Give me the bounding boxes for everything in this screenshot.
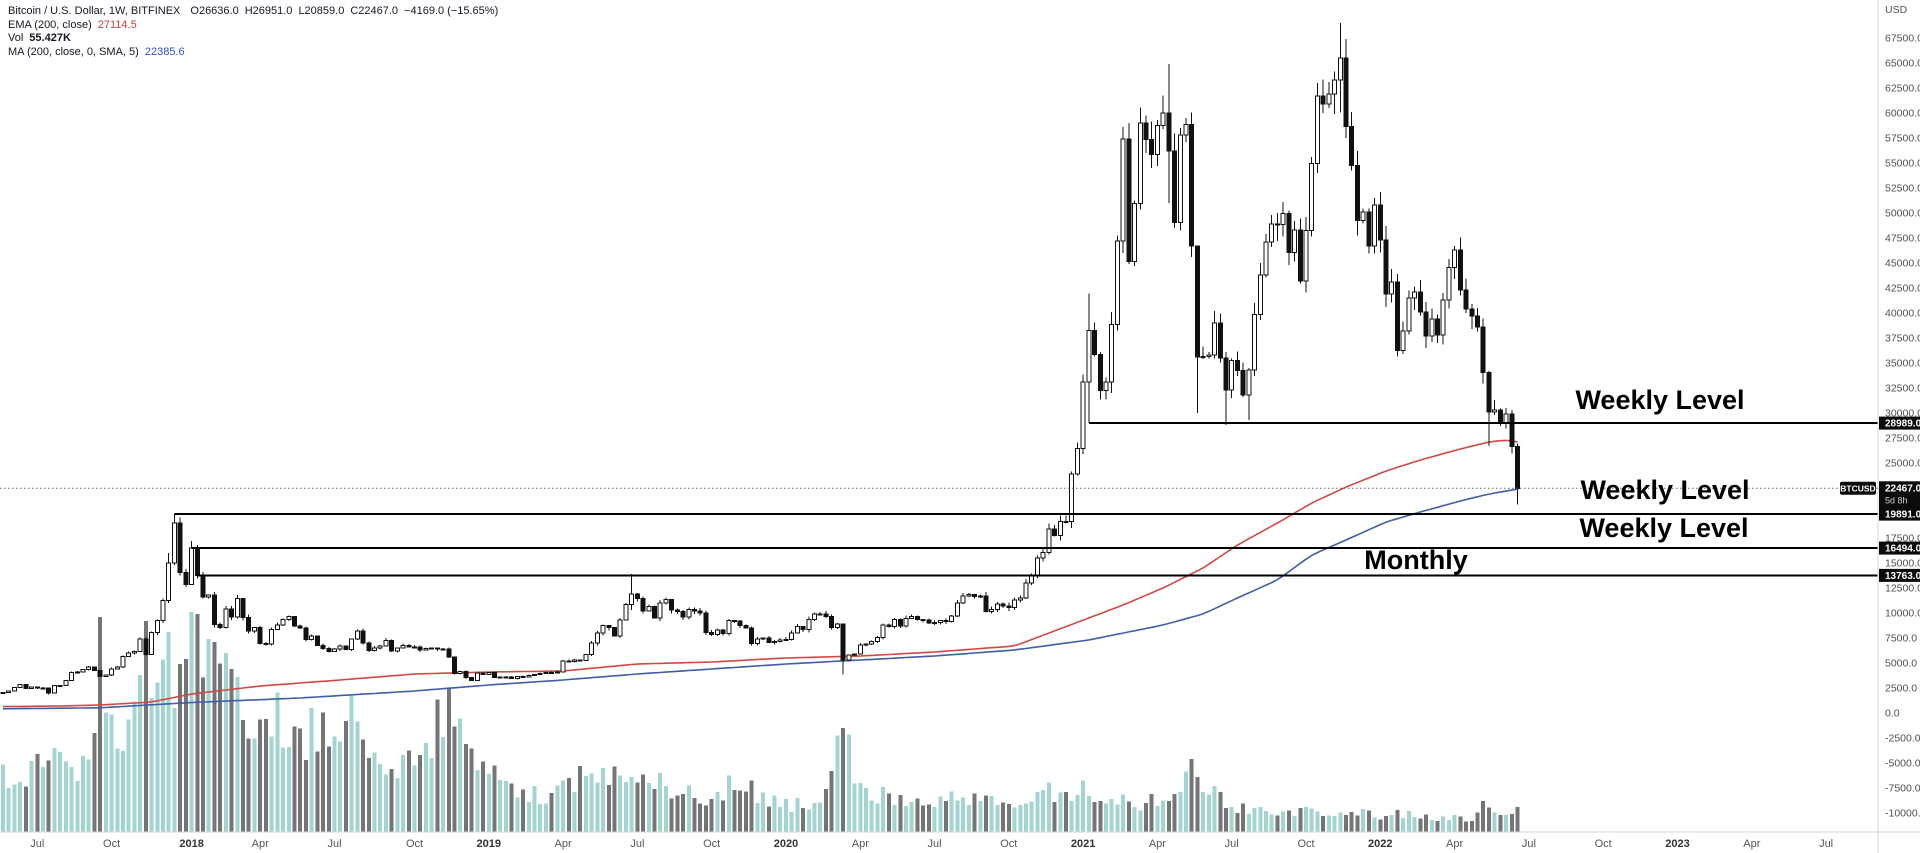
svg-text:0.0: 0.0 — [1885, 708, 1900, 720]
ma-label: MA (200, close, 0, SMA, 5) — [8, 45, 139, 58]
svg-text:-7500.0: -7500.0 — [1885, 783, 1920, 795]
svg-text:25000.0: 25000.0 — [1885, 458, 1920, 470]
svg-text:37500.0: 37500.0 — [1885, 333, 1920, 345]
svg-text:62500.0: 62500.0 — [1885, 83, 1920, 95]
low-value: L20859.0 — [298, 5, 345, 17]
svg-text:Oct: Oct — [1297, 838, 1314, 850]
svg-text:-10000.0: -10000.0 — [1885, 808, 1920, 820]
svg-text:27500.0: 27500.0 — [1885, 433, 1920, 445]
svg-text:-5000.0: -5000.0 — [1885, 758, 1920, 770]
svg-text:Jul: Jul — [927, 838, 941, 850]
svg-text:22467.0: 22467.0 — [1885, 483, 1920, 494]
legend: Bitcoin / U.S. Dollar, 1W, BITFINEX O2663… — [8, 5, 504, 59]
svg-text:-2500.0: -2500.0 — [1885, 733, 1920, 745]
ohlc-values: O26636.0 H26951.0 L20859.0 C22467.0 −4169.0 … — [190, 5, 504, 17]
level-annotation[interactable]: Weekly Level — [1580, 475, 1749, 505]
svg-text:Apr: Apr — [1743, 838, 1760, 850]
symbol-row[interactable]: Bitcoin / U.S. Dollar, 1W, BITFINEX O2663… — [8, 5, 504, 19]
ma-line[interactable] — [2, 488, 1518, 710]
bar-countdown: 5d 8h — [1885, 495, 1908, 505]
ema-label: EMA (200, close) — [8, 18, 92, 31]
svg-text:2019: 2019 — [477, 838, 501, 850]
svg-text:Jul: Jul — [1225, 838, 1239, 850]
svg-text:2023: 2023 — [1665, 838, 1689, 850]
svg-text:13763.0: 13763.0 — [1885, 571, 1920, 582]
svg-text:Jul: Jul — [30, 838, 44, 850]
change-value: −4169.0 (−15.65%) — [404, 5, 499, 17]
ma-indicator-row[interactable]: MA (200, close, 0, SMA, 5) 22385.6 — [8, 46, 504, 60]
svg-text:5000.0: 5000.0 — [1885, 658, 1917, 670]
svg-text:Jul: Jul — [630, 838, 644, 850]
svg-text:52500.0: 52500.0 — [1885, 183, 1920, 195]
svg-text:17500.0: 17500.0 — [1885, 533, 1920, 545]
svg-text:65000.0: 65000.0 — [1885, 58, 1920, 70]
volume-series — [1, 612, 1520, 832]
level-rays[interactable] — [174, 422, 1878, 577]
svg-text:42500.0: 42500.0 — [1885, 283, 1920, 295]
price-axis-tags: 28989.0 19891.0 16494.0 13763.0 22467.05d 8h… — [1840, 416, 1920, 582]
svg-text:Oct: Oct — [103, 838, 120, 850]
svg-text:Oct: Oct — [1000, 838, 1017, 850]
svg-text:Oct: Oct — [406, 838, 423, 850]
svg-text:Apr: Apr — [555, 838, 572, 850]
svg-text:45000.0: 45000.0 — [1885, 258, 1920, 270]
svg-text:19891.0: 19891.0 — [1885, 510, 1920, 521]
symbol-title: Bitcoin / U.S. Dollar, 1W, BITFINEX — [8, 5, 181, 17]
svg-text:Jul: Jul — [327, 838, 341, 850]
ema-indicator-row[interactable]: EMA (200, close) 27114.5 — [8, 19, 504, 33]
svg-text:Oct: Oct — [1595, 838, 1612, 850]
svg-text:60000.0: 60000.0 — [1885, 108, 1920, 120]
level-annotation[interactable]: Monthly — [1364, 545, 1467, 575]
svg-text:55000.0: 55000.0 — [1885, 158, 1920, 170]
svg-text:67500.0: 67500.0 — [1885, 33, 1920, 45]
svg-text:Oct: Oct — [703, 838, 720, 850]
high-value: H26951.0 — [244, 5, 293, 17]
svg-text:47500.0: 47500.0 — [1885, 233, 1920, 245]
svg-text:57500.0: 57500.0 — [1885, 133, 1920, 145]
text-annotations: Weekly Level Weekly Level Weekly Level Mont… — [1364, 385, 1749, 575]
close-value: C22467.0 — [350, 5, 399, 17]
candlestick-series — [0, 23, 1520, 695]
svg-text:2020: 2020 — [774, 838, 798, 850]
svg-text:Apr: Apr — [1149, 838, 1166, 850]
ma-value: 22385.6 — [144, 45, 185, 58]
svg-text:BTCUSD: BTCUSD — [1840, 483, 1875, 493]
svg-text:Apr: Apr — [852, 838, 869, 850]
svg-text:40000.0: 40000.0 — [1885, 308, 1920, 320]
svg-text:Jul: Jul — [1522, 838, 1536, 850]
volume-label: Vol — [8, 32, 24, 44]
price-axis-labels: USD 67500.0 65000.0 62500.0 60000.0 57500.0 55… — [1885, 4, 1920, 820]
svg-text:35000.0: 35000.0 — [1885, 358, 1920, 370]
ema-line[interactable] — [2, 439, 1518, 708]
level-annotation[interactable]: Weekly Level — [1579, 513, 1748, 543]
svg-text:30000.0: 30000.0 — [1885, 408, 1920, 420]
current-price-tag — [1879, 481, 1920, 509]
volume-value: 55.427K — [29, 32, 71, 44]
svg-text:2022: 2022 — [1368, 838, 1392, 850]
svg-text:28989.0: 28989.0 — [1885, 419, 1920, 430]
symbol-price-tag — [1840, 481, 1876, 495]
open-value: O26636.0 — [190, 5, 239, 17]
volume-indicator-row[interactable]: Vol 55.427K — [8, 32, 504, 46]
svg-text:Apr: Apr — [1446, 838, 1463, 850]
svg-text:16494.0: 16494.0 — [1885, 544, 1920, 555]
svg-text:7500.0: 7500.0 — [1885, 633, 1917, 645]
svg-text:12500.0: 12500.0 — [1885, 583, 1920, 595]
svg-text:32500.0: 32500.0 — [1885, 383, 1920, 395]
svg-text:Apr: Apr — [252, 838, 269, 850]
time-axis[interactable]: Jul Oct 2018 Apr Jul Oct 2019 Apr Jul Oct 2020 Apr J… — [30, 838, 1833, 850]
svg-text:Jul: Jul — [1819, 838, 1833, 850]
svg-text:2500.0: 2500.0 — [1885, 683, 1917, 695]
svg-text:15000.0: 15000.0 — [1885, 558, 1920, 570]
level-annotation[interactable]: Weekly Level — [1575, 385, 1744, 415]
svg-text:10000.0: 10000.0 — [1885, 608, 1920, 620]
svg-text:2021: 2021 — [1071, 838, 1095, 850]
svg-text:2018: 2018 — [179, 838, 203, 850]
currency-label: USD — [1885, 4, 1908, 16]
ema-value: 27114.5 — [97, 18, 137, 31]
svg-text:50000.0: 50000.0 — [1885, 208, 1920, 220]
